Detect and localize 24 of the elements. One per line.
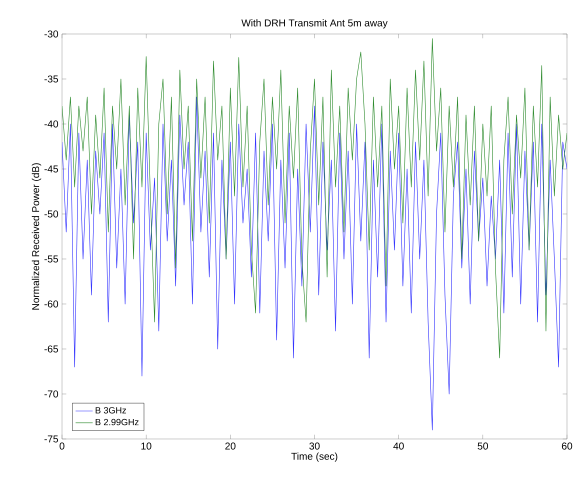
- x-tick-label: 30: [309, 442, 320, 450]
- line-series: [62, 38, 567, 358]
- y-tick-label: -65: [44, 345, 58, 353]
- y-tick-label: -40: [44, 120, 58, 128]
- y-tick-label: -60: [44, 300, 58, 308]
- y-tick-label: -55: [44, 255, 58, 262]
- line-series: [62, 96, 567, 430]
- x-tick-label: 20: [225, 442, 236, 450]
- y-tick-label: -35: [44, 75, 58, 83]
- y-tick-label: -75: [44, 435, 58, 442]
- y-tick-label: -70: [44, 390, 58, 398]
- y-tick-label: -50: [44, 210, 58, 218]
- x-tick-label: 10: [141, 442, 152, 450]
- y-axis-title: Normalized Received Power (dB): [32, 163, 42, 310]
- y-tick-label: -45: [44, 166, 58, 172]
- legend-label: B 3GHz: [96, 407, 126, 414]
- x-tick-label: 50: [478, 442, 488, 450]
- chart-title: With DRH Transmit Ant 5m away: [241, 19, 388, 28]
- x-axis-title: Time (sec): [291, 452, 338, 462]
- x-tick-label: 60: [562, 442, 572, 450]
- x-tick-label: 0: [60, 442, 64, 450]
- y-tick-label: -30: [44, 30, 58, 38]
- legend-label: B 2.99GHz: [96, 418, 139, 426]
- x-tick-label: 40: [393, 442, 404, 450]
